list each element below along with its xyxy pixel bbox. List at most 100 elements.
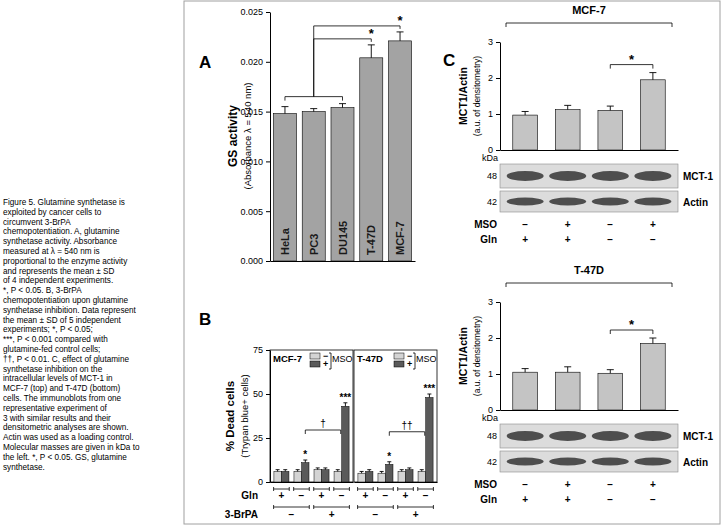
legend-swatch [394,353,404,359]
condition-value: + [329,509,335,520]
blot-band [634,458,671,466]
chart-title: MCF-7 [572,4,606,16]
tick-mark [266,350,270,351]
axis-line [501,410,679,411]
comparison-mark: † [320,418,326,429]
bar [513,372,538,410]
blot-background [500,424,678,448]
tick-mark [496,338,500,339]
tick: 2 [488,333,500,343]
panel-label: B [199,310,211,329]
tick-mark [496,42,500,43]
blot-band [634,171,671,181]
legend-swatch [394,361,404,367]
bar [273,114,296,261]
blot-band [549,431,586,441]
comparison-mark: †† [401,420,412,431]
blot-mass: 42 [487,457,497,467]
comparison-bracket [305,430,340,434]
condition-value: − [373,509,379,520]
facet-title: T-47D [357,353,383,364]
error-bar [303,460,307,463]
caption-line: ***, P < 0.001 compared with [3,335,108,344]
caption-line: chemopotentiation. A, glutamine [3,227,120,236]
blot-name: Actin [683,457,708,468]
bar [358,473,365,482]
caption-line: exploited by cancer cells to [3,208,102,217]
y-axis: 0255075 [253,345,271,487]
blot-unit: kDa [482,153,498,163]
caption-line: *, P < 0.05. B, 3-BrPA [3,286,82,295]
bar [360,58,383,261]
panel-label: A [199,53,211,72]
error-bar [564,105,571,109]
caption-line: synthetase activity. Absorbance [3,237,118,246]
legend-label: + [407,359,412,369]
bar [314,470,321,482]
axis-title: MCT1/Actin [457,67,469,125]
caption-line: glutamine-fed control cells; [3,345,100,354]
caption-line: circumvent 3-BrPA [3,218,71,227]
condition-value: + [650,219,656,230]
tick: 0.000 [240,256,270,266]
tick-label: 1 [488,109,493,119]
facet-frame [354,350,437,482]
blot-band [507,171,544,181]
error-bar [310,109,317,112]
significance-bracket [314,39,372,97]
axis-title: (a.u. of densitometry) [472,56,482,136]
legend-label: + [323,359,328,369]
blot-band [592,198,629,206]
tick-label: 25 [253,433,263,443]
condition-value: − [383,490,389,501]
error-bar [522,111,529,115]
plot-area [513,73,665,150]
condition-value: + [565,219,571,230]
axis-title: (a.u. of densitometry) [472,316,482,396]
legend-brace [413,353,415,369]
tick: 50 [253,389,270,399]
condition-value: + [522,234,528,245]
bar [331,108,354,261]
bar [598,373,623,410]
bar [426,398,433,482]
legend-title: MSO [332,354,353,364]
axis-line [500,303,501,411]
condition-name: MSO [474,479,497,490]
axis-line [271,261,416,262]
tick-label: 2 [488,73,493,83]
condition-value: − [607,479,613,490]
error-bar [367,470,371,472]
error-bar [296,470,300,472]
error-bar [276,470,280,472]
legend-swatch [310,361,320,367]
tick-label: 0 [258,477,263,487]
caption-line: experiments; *, P < 0.05; [3,325,93,334]
bar-label: HeLa [279,227,291,255]
error-bar [397,32,404,41]
blot-band [634,431,671,441]
bar [302,112,325,261]
significance-mark: * [387,451,391,462]
error-bar [339,104,346,108]
bar [555,372,580,410]
condition-value: + [522,494,528,505]
plot-area [513,338,665,410]
tick-mark [266,394,270,395]
tick: 1 [488,109,500,119]
condition-value: − [522,219,528,230]
x-axis [355,482,438,483]
axis-title: (Absorbance λ = 540 nm) [242,83,253,190]
error-bar [360,471,364,473]
tick-label: 1 [488,369,493,379]
bar [513,115,538,150]
panel-label: C [443,51,455,70]
error-bar [407,468,411,470]
comparison-bracket [389,432,424,436]
tick-mark [266,438,270,439]
tick-label: 3 [488,37,493,47]
caption-line: proportional to the enzyme activity [3,257,128,266]
tick-label: 0.025 [240,7,263,17]
chart-title: T-47D [574,264,604,276]
condition-name: Gln [480,234,497,245]
